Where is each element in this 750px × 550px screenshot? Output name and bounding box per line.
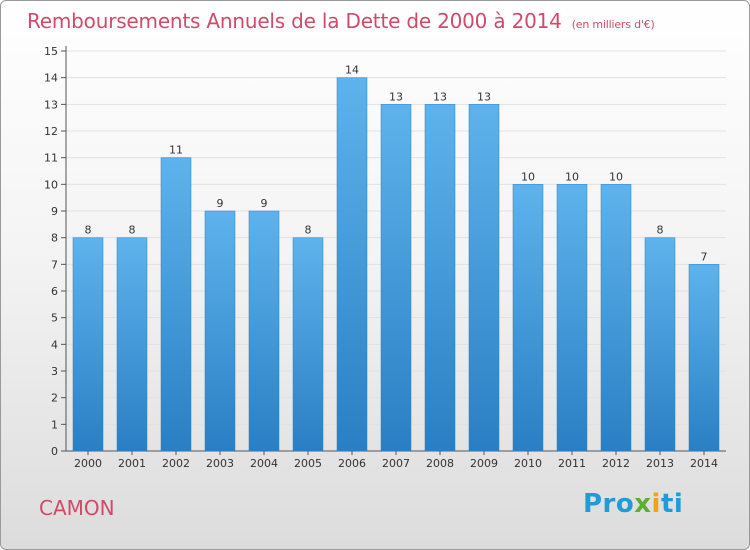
bar (292, 237, 324, 452)
y-tick-label: 7 (51, 258, 58, 271)
x-tick-label: 2010 (514, 457, 542, 470)
data-label: 14 (345, 64, 359, 77)
bar (336, 77, 368, 452)
data-label: 10 (521, 170, 535, 183)
bar (600, 184, 632, 452)
bar (160, 157, 192, 452)
y-tick-label: 14 (44, 72, 58, 85)
bar (116, 237, 148, 452)
data-label: 10 (609, 170, 623, 183)
bar (688, 264, 720, 452)
data-label: 13 (433, 90, 447, 103)
data-label: 9 (217, 197, 224, 210)
x-tick-label: 2007 (382, 457, 410, 470)
x-tick-label: 2004 (250, 457, 278, 470)
commune-name: CAMON (39, 496, 115, 520)
x-tick-label: 2013 (646, 457, 674, 470)
data-label: 9 (261, 197, 268, 210)
bar (512, 184, 544, 452)
logo-part-1: Pro (583, 489, 635, 519)
chart-title-text: Remboursements Annuels de la Dette de 20… (27, 9, 562, 33)
y-tick-label: 6 (51, 285, 58, 298)
data-label: 10 (565, 170, 579, 183)
bar (556, 184, 588, 452)
data-label: 11 (169, 144, 183, 157)
data-label: 8 (657, 224, 664, 237)
logo-part-2: x (634, 489, 652, 519)
proxiti-logo: Proxiti (583, 489, 683, 519)
chart-subtitle: (en milliers d'€) (571, 18, 655, 31)
bar (72, 237, 104, 452)
data-label: 8 (85, 224, 92, 237)
y-tick-label: 11 (44, 152, 58, 165)
logo-part-3: i (651, 489, 661, 519)
y-tick-label: 15 (44, 45, 58, 58)
y-tick-label: 12 (44, 125, 58, 138)
y-tick-label: 1 (51, 418, 58, 431)
y-tick-label: 2 (51, 392, 58, 405)
data-label: 13 (389, 90, 403, 103)
x-tick-label: 2002 (162, 457, 190, 470)
y-tick-label: 8 (51, 232, 58, 245)
data-label: 8 (305, 224, 312, 237)
x-tick-label: 2009 (470, 457, 498, 470)
x-tick-label: 2012 (602, 457, 630, 470)
x-tick-label: 2014 (690, 457, 718, 470)
bar (468, 104, 500, 452)
y-tick-label: 9 (51, 205, 58, 218)
x-tick-label: 2011 (558, 457, 586, 470)
y-tick-label: 13 (44, 98, 58, 111)
x-tick-label: 2000 (74, 457, 102, 470)
y-tick-label: 10 (44, 178, 58, 191)
bar (644, 237, 676, 452)
bar (380, 104, 412, 452)
bar (424, 104, 456, 452)
data-label: 7 (701, 250, 708, 263)
y-tick-label: 0 (51, 445, 58, 458)
x-tick-label: 2001 (118, 457, 146, 470)
chart-title: Remboursements Annuels de la Dette de 20… (27, 9, 655, 33)
x-tick-label: 2005 (294, 457, 322, 470)
x-tick-label: 2006 (338, 457, 366, 470)
y-tick-label: 5 (51, 312, 58, 325)
x-tick-label: 2003 (206, 457, 234, 470)
data-label: 8 (129, 224, 136, 237)
bar (248, 210, 280, 452)
x-tick-label: 2008 (426, 457, 454, 470)
logo-part-4: ti (660, 489, 684, 519)
data-label: 13 (477, 90, 491, 103)
y-tick-label: 4 (51, 338, 58, 351)
y-tick-label: 3 (51, 365, 58, 378)
bar (204, 210, 236, 452)
